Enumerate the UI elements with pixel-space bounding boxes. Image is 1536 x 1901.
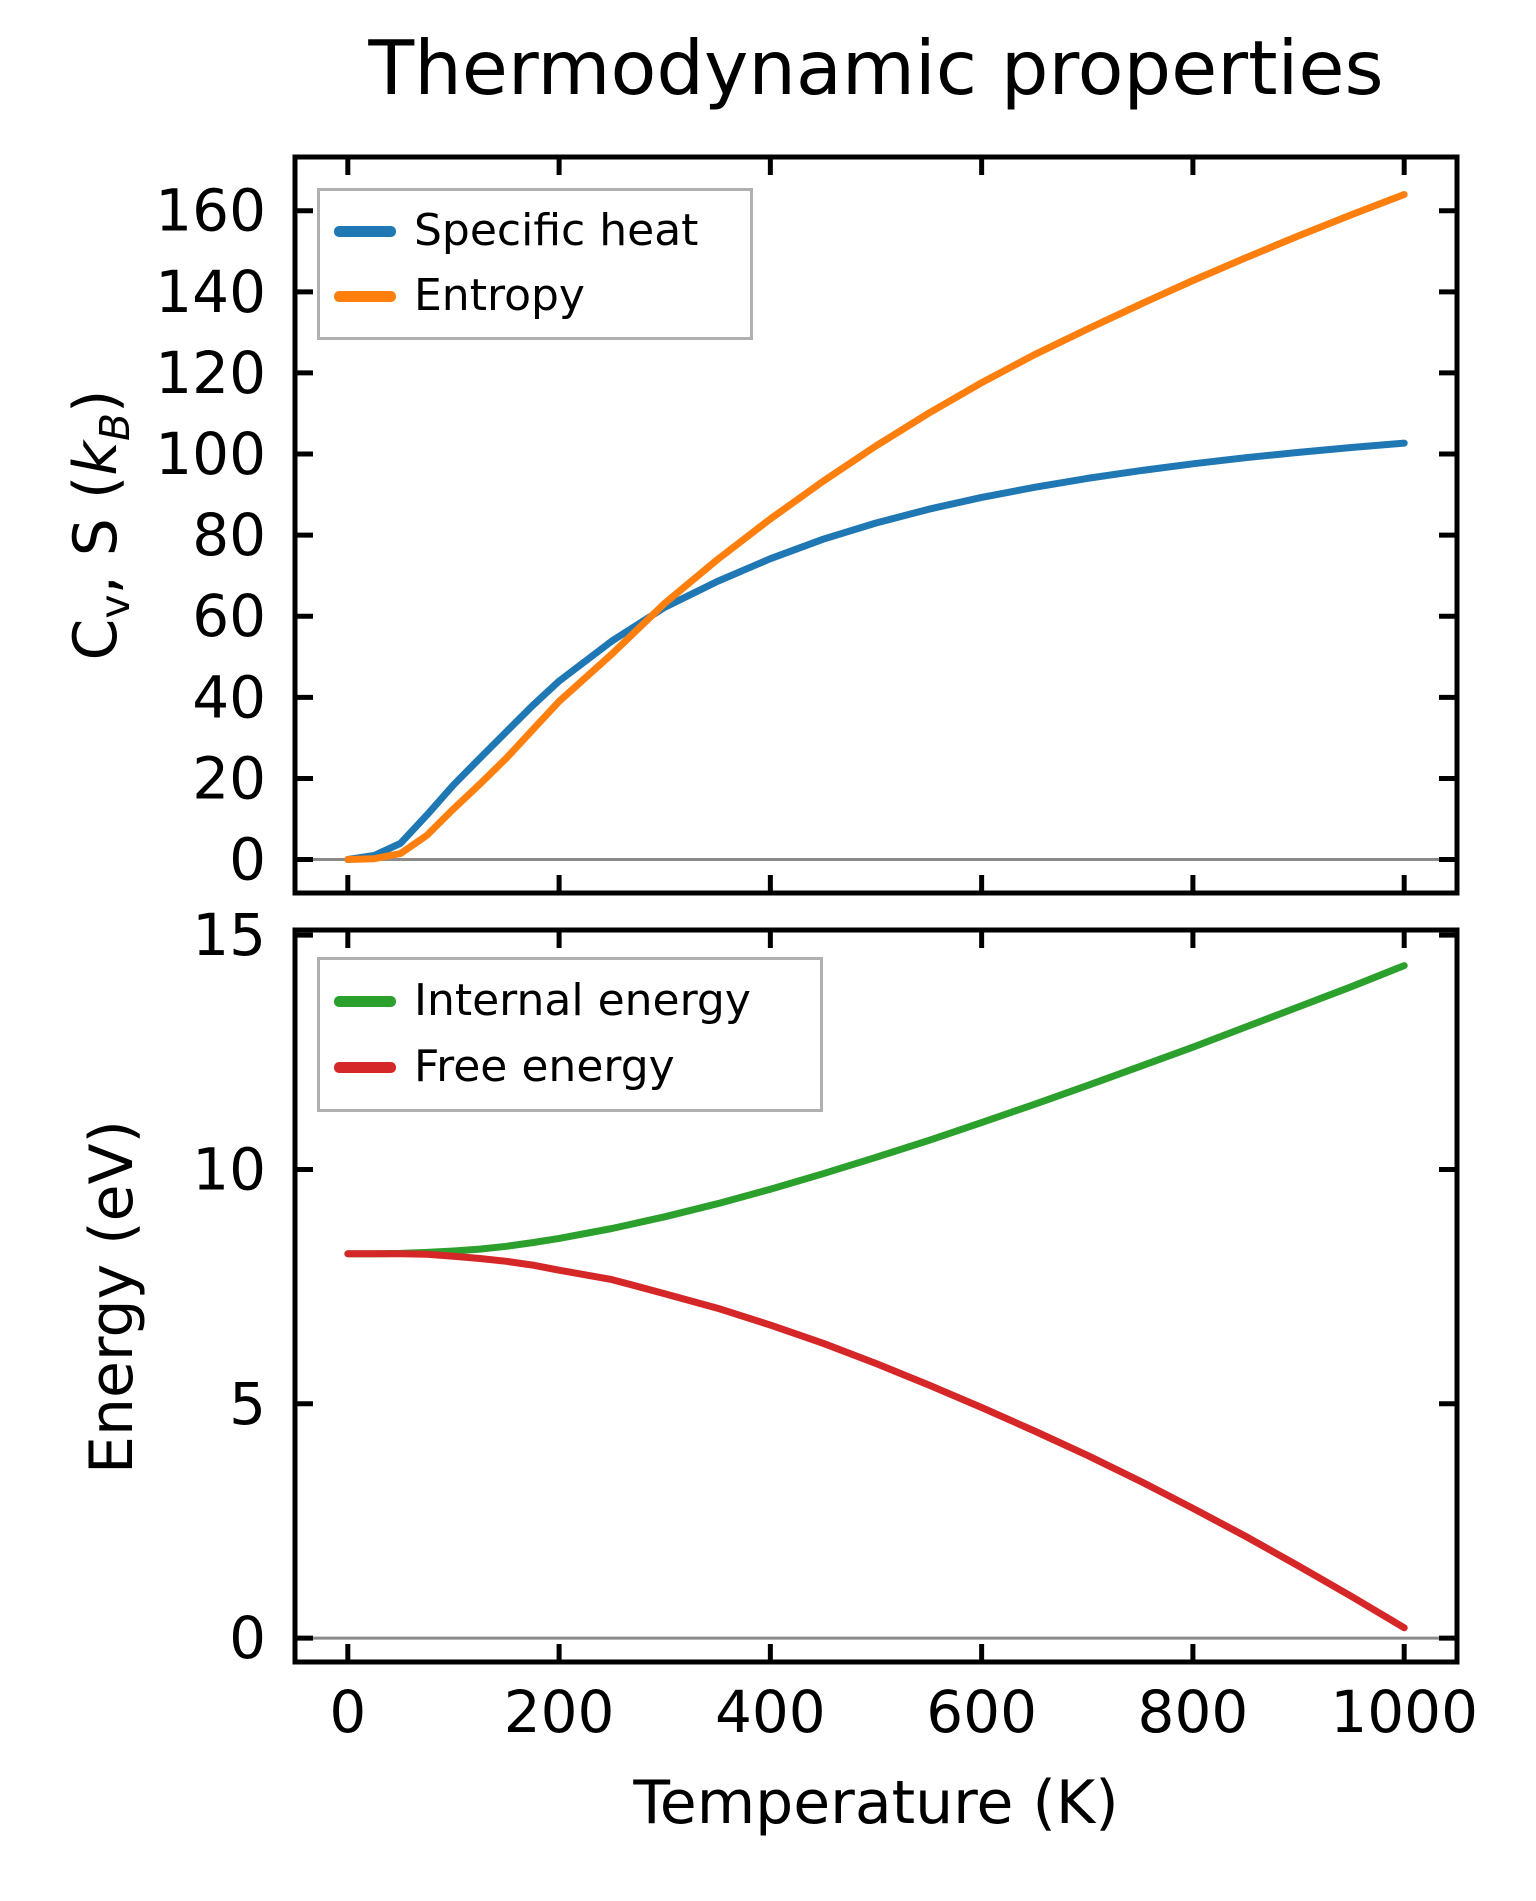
- specific-heat-line-sample: [334, 226, 396, 238]
- ylabel-cv: C: [61, 618, 131, 661]
- y-tick-label: 10: [192, 1135, 266, 1203]
- legend-label-specific-heat: Specific heat: [414, 205, 699, 257]
- axes-spines: [292, 154, 1460, 896]
- bottom-plot-y-axis-label: Energy (eV): [77, 1120, 147, 1474]
- x-tick-label: 1000: [1330, 1678, 1478, 1746]
- legend-top-plot: Specific heat Entropy: [317, 188, 753, 340]
- legend-item-internal-energy: Internal energy: [334, 977, 806, 1025]
- y-tick-label: 160: [155, 177, 266, 245]
- y-tick-label: 20: [192, 744, 266, 812]
- internal-energy-curve: [344, 962, 1408, 1258]
- free-energy-line-sample: [334, 1061, 396, 1073]
- ylabel-mid: , S (: [61, 475, 131, 595]
- legend-bottom-plot: Internal energy Free energy: [317, 957, 823, 1112]
- ylabel-kb: k: [61, 440, 131, 476]
- entropy-curve: [344, 191, 1408, 863]
- y-tick-label: 100: [155, 420, 266, 488]
- free-energy-curve: [344, 1250, 1408, 1632]
- internal-energy-line-sample: [334, 996, 396, 1008]
- legend-label-free-energy: Free energy: [414, 1041, 675, 1093]
- y-tick-label: 140: [155, 258, 266, 326]
- y-tick-label: 80: [192, 501, 266, 569]
- ylabel-cv-sub: v: [91, 594, 139, 619]
- axes-spines: [292, 927, 1460, 1665]
- subplot-energy: 0 200 400 600 800 1000 0 5 10 15: [192, 901, 1478, 1746]
- x-tick-label: 0: [329, 1678, 366, 1746]
- y-tick-label: 0: [229, 1604, 266, 1672]
- entropy-line-sample: [334, 290, 396, 302]
- y-tick-label: 5: [229, 1370, 266, 1438]
- y-tick-label: 15: [192, 901, 266, 969]
- subplot-heat-entropy: 0 20 40 60 80 100 120 140 160: [155, 154, 1460, 896]
- y-tick-label: 120: [155, 339, 266, 407]
- legend-label-internal-energy: Internal energy: [414, 975, 751, 1027]
- specific-heat-curve: [344, 439, 1408, 863]
- figure-title: Thermodynamic properties: [368, 24, 1384, 112]
- top-plot-y-axis-label: Cv, S (kB): [61, 390, 139, 661]
- legend-item-specific-heat: Specific heat: [334, 207, 736, 255]
- legend-item-free-energy: Free energy: [334, 1041, 806, 1093]
- y-tick-label: 0: [229, 826, 266, 894]
- x-axis-label: Temperature (K): [633, 1768, 1119, 1838]
- x-tick-label: 400: [715, 1678, 826, 1746]
- ylabel-close: ): [61, 389, 131, 413]
- legend-label-entropy: Entropy: [414, 270, 585, 322]
- ylabel-kb-sub: B: [91, 412, 139, 441]
- legend-item-entropy: Entropy: [334, 270, 736, 322]
- x-tick-label: 200: [504, 1678, 615, 1746]
- x-tick-label: 600: [926, 1678, 1037, 1746]
- y-tick-label: 40: [192, 663, 266, 731]
- x-tick-label: 800: [1138, 1678, 1249, 1746]
- y-tick-label: 60: [192, 582, 266, 650]
